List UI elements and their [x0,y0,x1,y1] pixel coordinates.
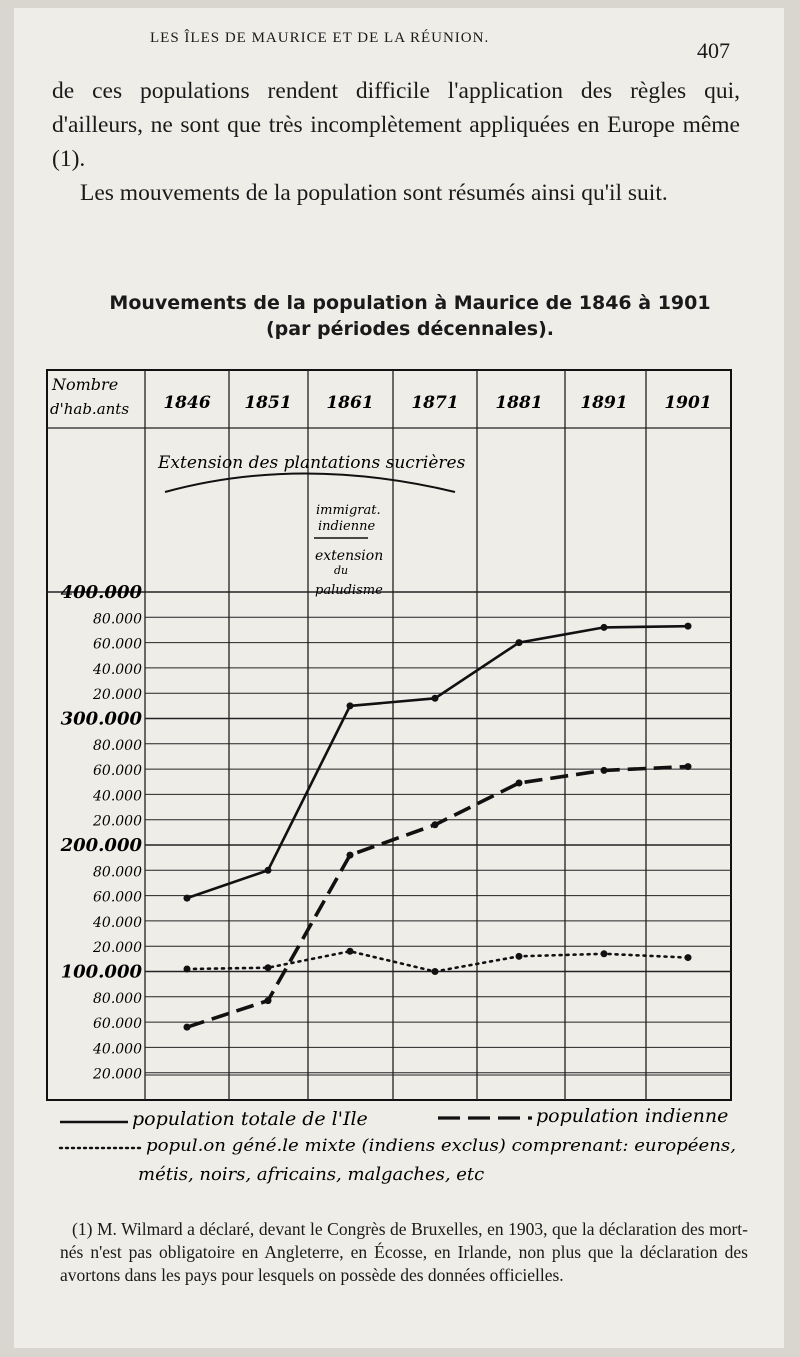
y-tick-label: 40.000 [92,1041,142,1057]
y-tick-label: 60.000 [93,890,142,906]
y-tick-label: 400.000 [61,582,143,603]
y-tick-label: 20.000 [92,940,142,956]
y-tick-label: 80.000 [93,864,142,880]
footnote: (1) M. Wilmard a déclaré, devant le Cong… [60,1219,748,1285]
book-page [14,8,784,1348]
chart-frame [46,369,732,1101]
x-tick-label: 1871 [411,393,458,413]
y-tick-label: 40.000 [92,915,142,931]
annotation-paludisme-2: du [334,564,348,577]
y-tick-label: 80.000 [93,611,142,627]
y-tick-label: 100.000 [61,962,143,983]
x-tick-label: 1891 [580,393,627,413]
series-point-solid [600,623,608,631]
y-tick-label: 20.000 [92,1067,142,1083]
series-point-dashed [264,997,272,1005]
series-point-dotted [515,952,523,960]
chart-title-block: Mouvements de la population à Maurice de… [60,290,760,342]
annotation-paludisme: extension [315,548,383,564]
y-header-line1: Nombre [51,375,118,394]
series-line-dotted [185,949,690,973]
x-tick-label: 1851 [244,393,291,413]
series-point-solid [431,694,439,702]
chart-grid [46,369,732,1101]
series-line-dashed [186,764,689,1029]
series-point-dashed [431,821,439,829]
y-tick-label: 80.000 [93,738,142,754]
series-point-dotted [431,968,439,975]
series-point-solid [515,639,523,647]
page-number: 407 [697,38,730,63]
series-point-dashed [600,766,608,774]
chart-series [183,622,692,1031]
chart-subtitle: (par périodes décennales). [265,318,555,340]
annotation-brace [164,472,456,493]
y-tick-label: 300.000 [61,709,143,730]
x-tick-label: 1901 [664,393,711,413]
running-head: LES ÎLES DE MAURICE ET DE LA RÉUNION. [150,30,490,46]
series-point-dashed [684,763,692,771]
y-tick-label: 200.000 [60,835,143,856]
series-point-dashed [183,1023,191,1031]
series-line-solid [186,624,689,900]
y-header-line2: d'hab.ants [50,400,129,418]
paragraph-1: de ces populations rendent difficile l'a… [52,78,740,172]
y-tick-label: 20.000 [92,687,142,703]
x-tick-label: 1861 [326,393,373,413]
series-point-dotted [684,954,692,962]
x-tick-label: 1881 [495,393,542,413]
paragraph-2: Les mouvements de la population sont rés… [80,180,668,206]
y-tick-label: 80.000 [93,991,142,1007]
chart-labels: Nombre d'hab.ants 1846 1851 1861 1871 1881 1891… [50,375,712,1083]
annotation-plantations: Extension des plantations sucrières [157,453,466,473]
series-point-dotted [183,965,191,973]
y-tick-label: 40.000 [92,662,142,678]
chart-legend: population totale de l'Ile population ind… [58,1105,736,1185]
series-point-solid [264,866,272,874]
series-point-solid [684,622,692,630]
series-point-solid [346,702,354,710]
legend-mixte-1: popul.on géné.le mixte (indiens exclus) … [146,1136,736,1156]
annotation-immigration-2: indienne [318,519,375,534]
annotation-paludisme-3: paludisme [315,583,383,598]
y-tick-label: 20.000 [92,814,142,830]
legend-indienne: population indienne [536,1105,728,1127]
series-point-dotted [600,950,608,958]
chart-title: Mouvements de la population à Maurice de… [109,292,711,314]
series-point-dotted [346,947,354,955]
y-tick-label: 60.000 [93,637,142,653]
series-point-dotted [264,964,272,972]
series-point-dashed [346,851,354,859]
legend-mixte-2: métis, noirs, africains, malgaches, etc [138,1164,484,1185]
y-tick-label: 40.000 [92,788,142,804]
x-tick-label: 1846 [163,393,210,413]
chart-annotations: Extension des plantations sucrières immig… [157,453,466,598]
annotation-immigration: immigrat. [316,503,381,518]
y-tick-label: 60.000 [93,1016,142,1032]
series-point-dashed [515,779,523,787]
legend-total: population totale de l'Ile [132,1108,368,1130]
series-point-solid [183,894,191,902]
y-tick-label: 60.000 [93,763,142,779]
